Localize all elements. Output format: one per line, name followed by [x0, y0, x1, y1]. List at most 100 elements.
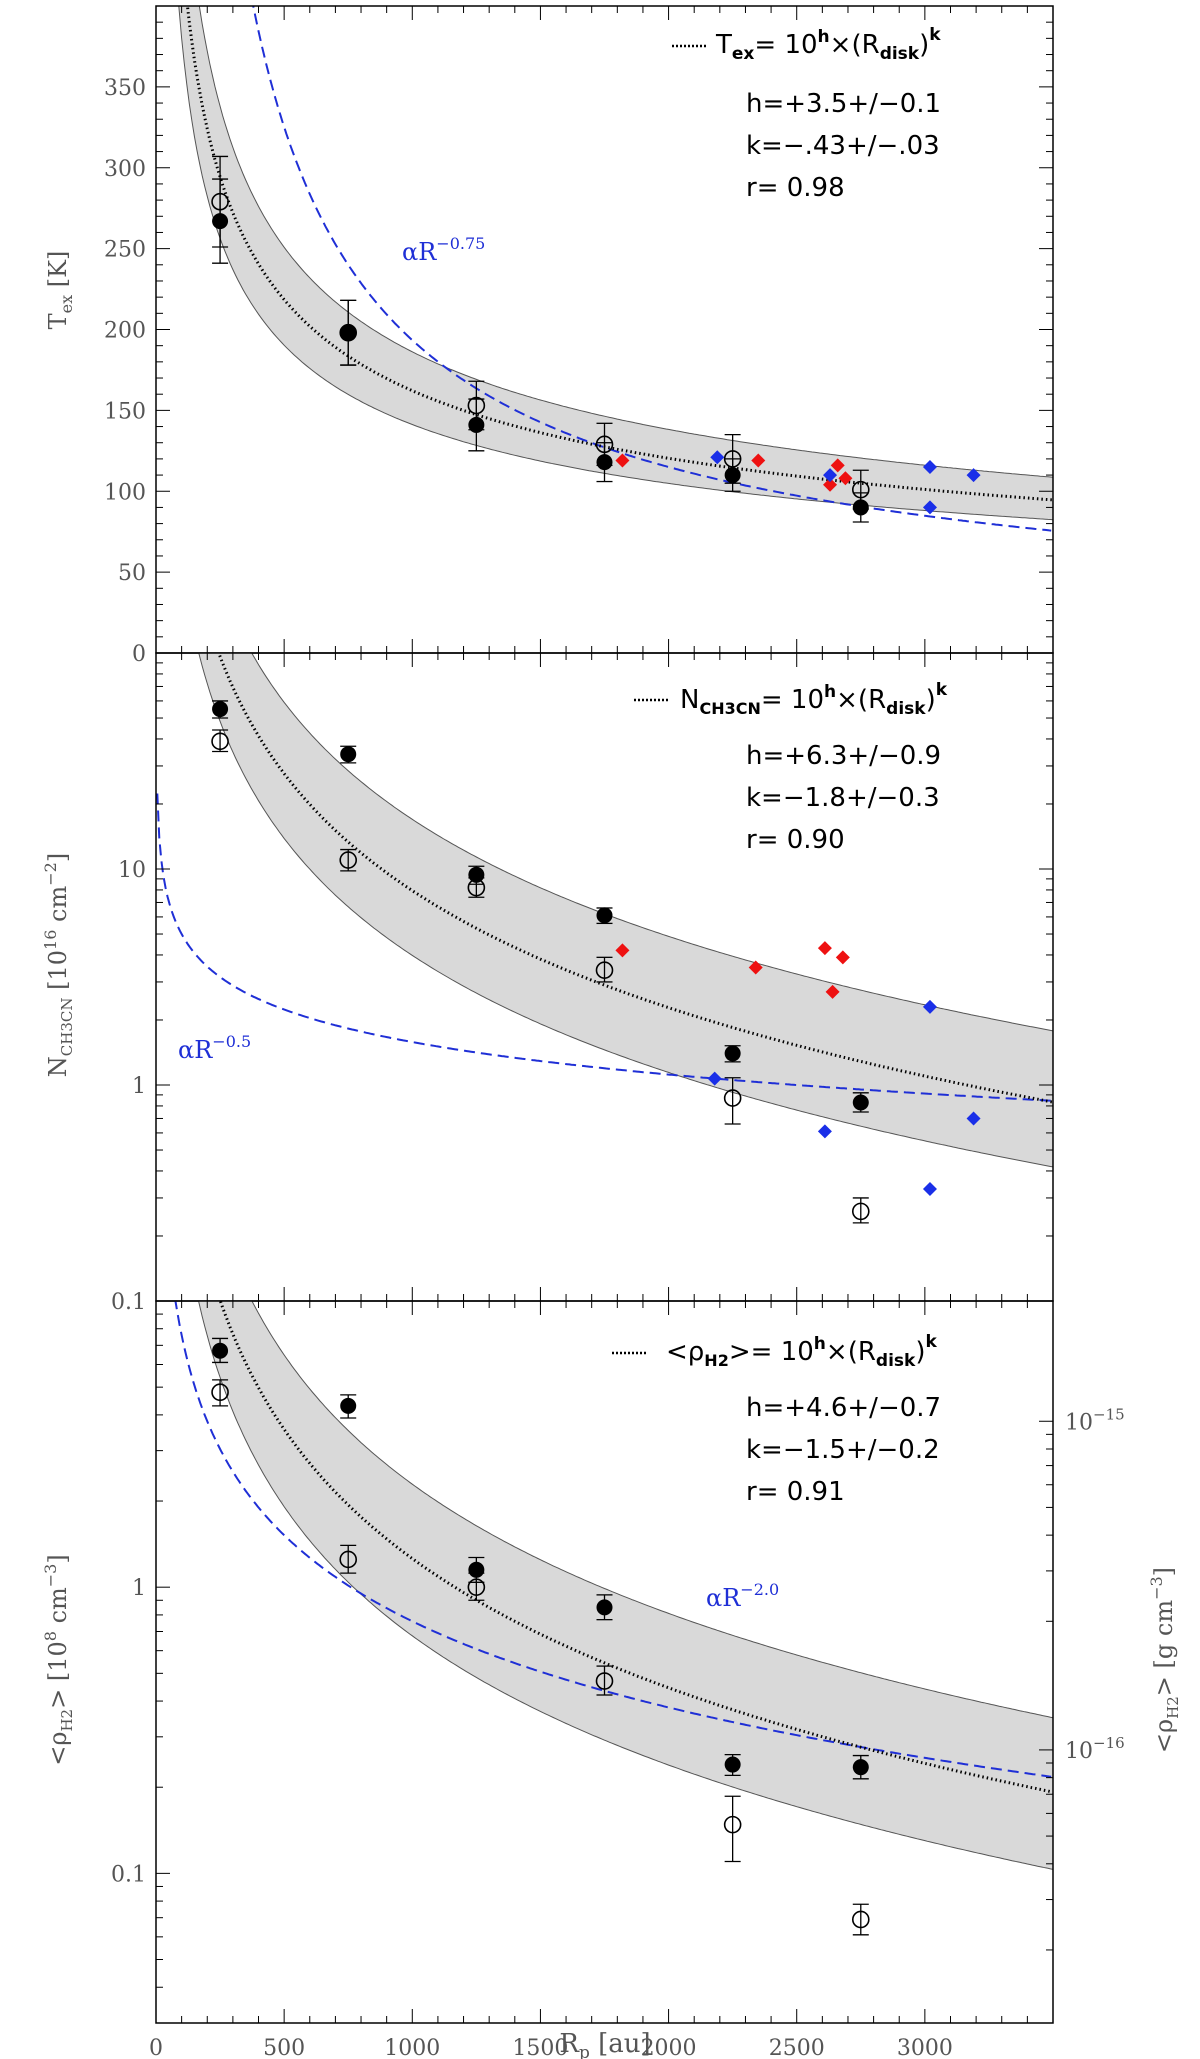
blue-diamond-point: [823, 468, 838, 483]
y-tick-label: 0.1: [111, 1290, 146, 1315]
band-lower-edge: [178, 6, 1053, 521]
y-tick-label: 10: [118, 858, 146, 883]
y-axis-label: <ρH2> [108 cm−3]: [41, 1554, 76, 1766]
right-y-tick-label: 10−15: [1065, 1405, 1125, 1435]
curves: [185, 6, 1053, 532]
red-diamond-point: [748, 960, 763, 975]
red-diamond-point: [830, 458, 845, 473]
data-points: [211, 700, 981, 1224]
legend-k: k=−.43+/−.03: [746, 131, 940, 161]
y-tick-label: 1: [132, 1576, 146, 1601]
x-tick-label: 1000: [384, 2036, 440, 2059]
y-tick-label: 0: [132, 642, 146, 667]
y-axis-label: NCH3CN [1016 cm−2]: [41, 853, 76, 1077]
blue-diamond-point: [710, 450, 725, 465]
fit-uncertainty-band: [178, 6, 1053, 521]
filled-circle-point: [340, 746, 357, 763]
filled-circle-point: [596, 1599, 613, 1616]
filled-circle-point: [724, 1045, 741, 1062]
legend: <ρH2>= 10h×(Rdisk)k h=+4.6+/−0.7 k=−1.5+…: [612, 1332, 941, 1507]
x-tick-label: 0: [149, 2036, 163, 2059]
y-tick-label: 150: [104, 399, 146, 424]
legend-k: k=−1.5+/−0.2: [746, 1435, 940, 1465]
filled-circle-point: [340, 324, 357, 341]
blue-diamond-point: [922, 999, 937, 1014]
band-lower-edge: [198, 1301, 1053, 1870]
axis-ticks: 0 50 100 150 200 250 300 350: [104, 5, 1054, 667]
model-dashed-curve: [252, 6, 1052, 532]
legend-h: h=+4.6+/−0.7: [746, 1393, 941, 1423]
y-axis-label: Tex [K]: [44, 251, 76, 330]
blue-diamond-point: [966, 468, 981, 483]
filled-circle-point: [596, 454, 613, 471]
red-diamond-point: [825, 984, 840, 999]
legend-equation: Tex= 10h×(Rdisk)k: [715, 25, 941, 64]
y-tick-label: 100: [104, 480, 146, 505]
y-tick-label: 200: [104, 319, 146, 344]
blue-diamond-point: [817, 1124, 832, 1139]
blue-diamond-point: [922, 459, 937, 474]
filled-circle-point: [212, 213, 229, 230]
panel-column-density: 0.1 1 10 NCH3CN [1016 cm−2] NCH3CN= 10h×(R…: [41, 652, 1054, 1315]
legend-equation: NCH3CN= 10h×(Rdisk)k: [680, 680, 948, 719]
open-circle-point: [595, 1672, 614, 1690]
open-circle-point: [851, 1910, 870, 1929]
legend-r: r= 0.91: [746, 1477, 845, 1507]
red-diamond-point: [823, 477, 838, 492]
blue-diamond-point: [966, 1111, 981, 1126]
dashed-curve-label: αR−0.75: [402, 234, 485, 266]
open-circle-point: [211, 1383, 229, 1402]
open-circle-point: [339, 851, 358, 869]
x-axis-label: Rp [au]: [559, 2029, 650, 2059]
filled-circle-point: [852, 499, 869, 516]
open-circle-point: [339, 1550, 358, 1569]
band-upper-edge: [198, 6, 1053, 478]
plot-frame: [155, 1300, 1054, 2024]
filled-circle-point: [596, 907, 613, 924]
right-axis-label: <ρH2> [g cm−3]: [1147, 1567, 1182, 1753]
axis-ticks: 0 500 1000 1500 2000 2500 3000 0.1 1 10−15 10−16: [111, 1300, 1125, 2059]
open-circle-point: [595, 961, 614, 980]
filled-circle-point: [468, 416, 485, 433]
fit-uncertainty-band: [198, 1301, 1053, 1870]
filled-circle-point: [212, 1342, 229, 1359]
y-tick-label: 50: [118, 561, 146, 586]
uncertainty-band: [178, 6, 1053, 520]
x-tick-label: 1500: [512, 2036, 568, 2059]
right-y-tick-label: 10−16: [1065, 1734, 1125, 1764]
x-tick-label: 500: [263, 2036, 305, 2059]
x-tick-label: 3000: [897, 2036, 953, 2059]
filled-circle-point: [468, 1561, 485, 1578]
filled-circle-point: [468, 866, 485, 883]
x-tick-label: 2000: [641, 2036, 697, 2059]
open-circle-point: [211, 732, 229, 751]
blue-diamond-point: [922, 1182, 937, 1197]
y-tick-label: 0.1: [111, 1862, 146, 1887]
y-tick-label: 350: [104, 76, 146, 101]
filled-circle-point: [340, 1397, 357, 1414]
legend-r: r= 0.98: [746, 173, 845, 203]
open-circle-point: [723, 1089, 742, 1107]
red-diamond-point: [615, 943, 630, 958]
blue-diamond-point: [922, 500, 937, 515]
y-tick-label: 250: [104, 238, 146, 263]
fit-dotted-curve: [185, 6, 1053, 502]
red-diamond-point: [817, 941, 832, 956]
fit-uncertainty-band: [198, 653, 1053, 1168]
x-tick-label: 2500: [769, 2036, 825, 2059]
legend-equation: <ρH2>= 10h×(Rdisk)k: [666, 1332, 938, 1371]
legend-k: k=−1.8+/−0.3: [746, 783, 940, 813]
filled-circle-point: [724, 467, 741, 484]
curves: [174, 1301, 1053, 1794]
filled-circle-point: [212, 701, 229, 718]
red-diamond-point: [835, 950, 850, 965]
red-diamond-point: [751, 453, 766, 468]
model-dashed-curve: [156, 793, 1052, 1102]
y-tick-label: 300: [104, 157, 146, 182]
filled-circle-point: [852, 1094, 869, 1111]
legend: Tex= 10h×(Rdisk)k h=+3.5+/−0.1 k=−.43+/−…: [672, 25, 941, 203]
y-tick-label: 1: [132, 1074, 146, 1099]
legend-r: r= 0.90: [746, 825, 845, 855]
legend: NCH3CN= 10h×(Rdisk)k h=+6.3+/−0.9 k=−1.8…: [634, 680, 948, 855]
